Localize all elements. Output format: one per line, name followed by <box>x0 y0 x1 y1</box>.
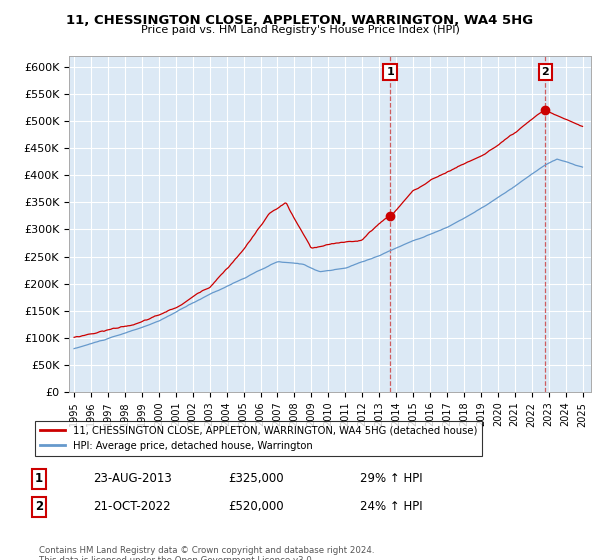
Text: 2: 2 <box>35 500 43 514</box>
Text: 23-AUG-2013: 23-AUG-2013 <box>93 472 172 486</box>
Text: 2: 2 <box>541 67 549 77</box>
Text: 24% ↑ HPI: 24% ↑ HPI <box>360 500 422 514</box>
Text: 11, CHESSINGTON CLOSE, APPLETON, WARRINGTON, WA4 5HG: 11, CHESSINGTON CLOSE, APPLETON, WARRING… <box>67 14 533 27</box>
Text: Price paid vs. HM Land Registry's House Price Index (HPI): Price paid vs. HM Land Registry's House … <box>140 25 460 35</box>
Text: Contains HM Land Registry data © Crown copyright and database right 2024.
This d: Contains HM Land Registry data © Crown c… <box>39 546 374 560</box>
Text: 1: 1 <box>386 67 394 77</box>
Text: £520,000: £520,000 <box>228 500 284 514</box>
Text: £325,000: £325,000 <box>228 472 284 486</box>
Text: 21-OCT-2022: 21-OCT-2022 <box>93 500 170 514</box>
Text: 29% ↑ HPI: 29% ↑ HPI <box>360 472 422 486</box>
Text: 1: 1 <box>35 472 43 486</box>
Legend: 11, CHESSINGTON CLOSE, APPLETON, WARRINGTON, WA4 5HG (detached house), HPI: Aver: 11, CHESSINGTON CLOSE, APPLETON, WARRING… <box>35 421 482 456</box>
